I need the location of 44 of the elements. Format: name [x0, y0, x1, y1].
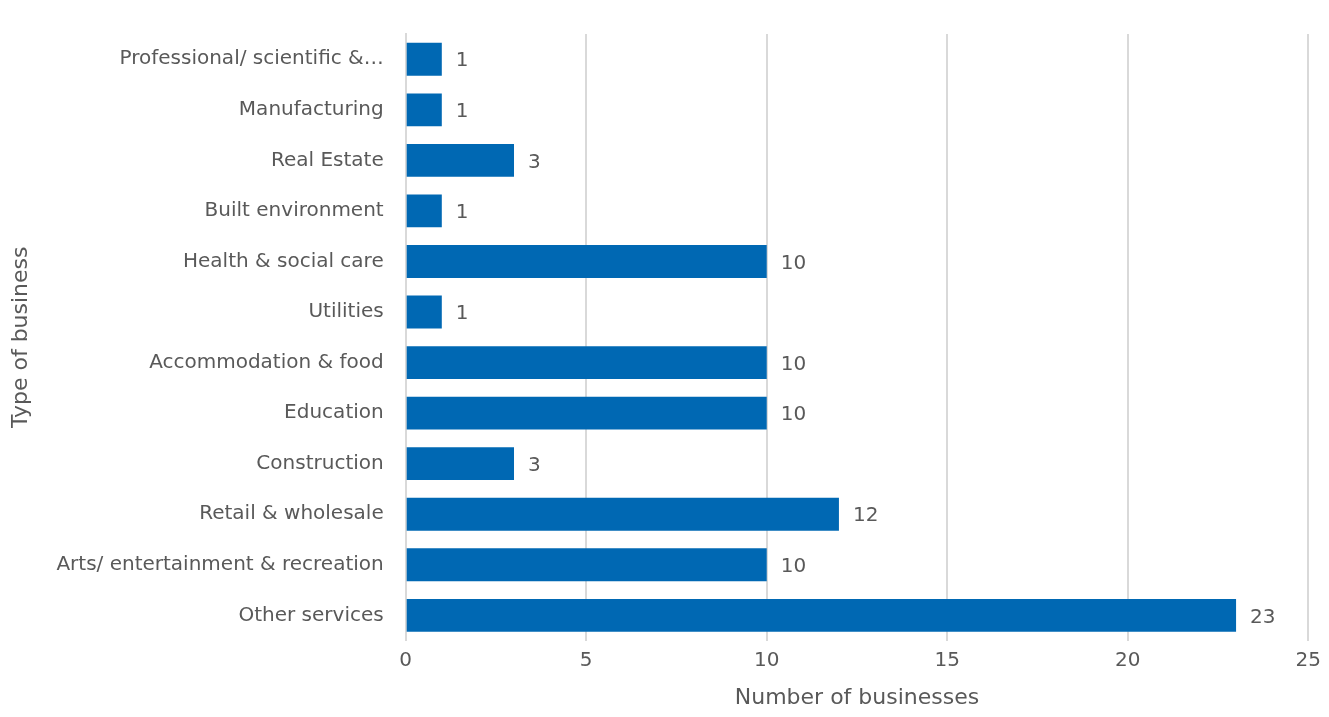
bar: [406, 396, 767, 430]
y-tick-label: Accommodation & food: [149, 348, 384, 373]
bar: [406, 245, 767, 278]
data-label: 10: [780, 249, 807, 274]
y-tick-label: Professional/ scientific &…: [119, 45, 384, 70]
y-tick-label: Built environment: [204, 197, 384, 222]
data-label: 10: [780, 552, 807, 577]
data-label: 12: [852, 502, 879, 527]
x-tick-label: 20: [1115, 646, 1141, 671]
x-tick-label: 0: [399, 646, 413, 671]
data-label: 1: [455, 47, 469, 72]
data-label: 1: [455, 300, 469, 325]
y-tick-label: Arts/ entertainment & recreation: [56, 550, 384, 575]
bar: [406, 346, 767, 379]
x-tick-label: 25: [1295, 646, 1321, 671]
bar: [406, 598, 1237, 632]
y-tick-label: Manufacturing: [238, 96, 384, 121]
y-tick-label: Health & social care: [182, 247, 384, 272]
data-label: 3: [528, 451, 541, 476]
bar: [406, 93, 442, 127]
y-axis-title: Type of business: [6, 246, 32, 430]
bar: [406, 143, 515, 177]
y-tick-label: Retail & wholesale: [199, 500, 384, 525]
data-label: 10: [780, 401, 807, 426]
bar: [406, 497, 839, 531]
data-label: 1: [455, 98, 469, 123]
data-label: 3: [528, 148, 541, 173]
data-label: 10: [780, 350, 807, 375]
y-tick-label: Utilities: [308, 298, 384, 323]
y-tick-label: Education: [284, 399, 384, 424]
bar: [406, 295, 442, 329]
bar: [406, 548, 767, 582]
bar: [406, 447, 515, 481]
data-label: 1: [455, 199, 469, 224]
data-label: 23: [1250, 603, 1276, 628]
x-tick-label: 15: [934, 646, 960, 671]
y-tick-label: Other services: [238, 601, 384, 626]
x-axis-title: Number of businesses: [734, 683, 980, 709]
y-tick-label: Real Estate: [270, 146, 384, 171]
bar: [406, 42, 442, 76]
x-tick-label: 5: [579, 646, 593, 671]
x-tick-label: 10: [754, 646, 780, 671]
y-tick-label: Construction: [256, 449, 384, 474]
bar: [406, 194, 442, 228]
